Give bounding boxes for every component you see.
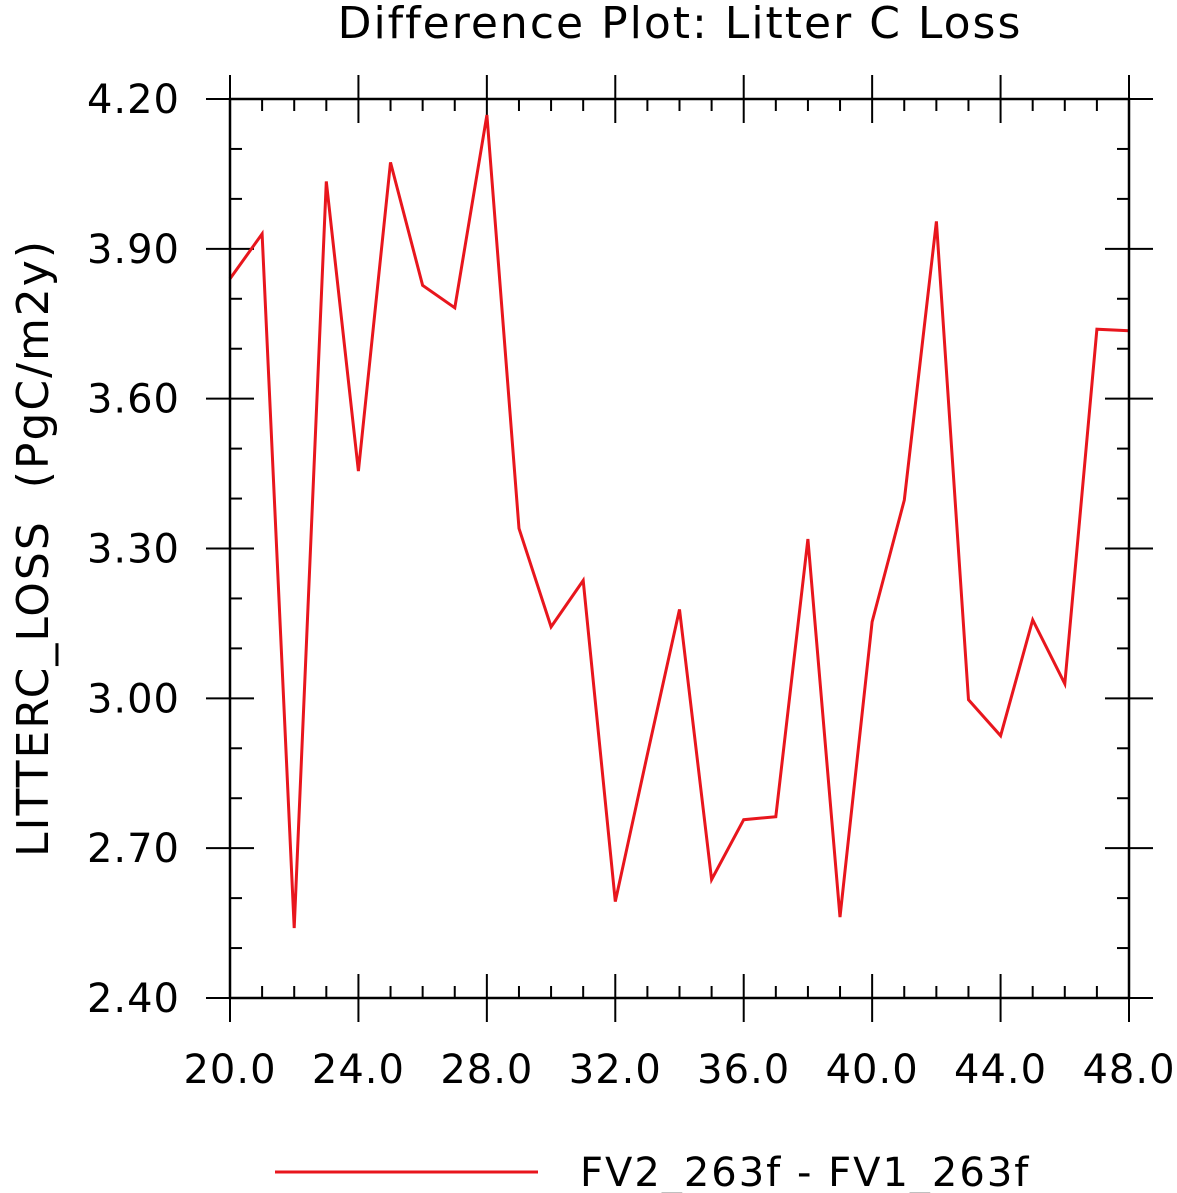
x-tick-label: 28.0 xyxy=(440,1047,533,1093)
y-axis-label: LITTERC_LOSS (PgC/m2y) xyxy=(8,239,59,857)
axis-ticks xyxy=(206,75,1153,1022)
y-tick-label: 3.00 xyxy=(87,676,180,722)
y-tick-label: 2.40 xyxy=(87,976,180,1022)
y-tick-label: 3.60 xyxy=(87,377,180,423)
series-layer xyxy=(228,114,1130,929)
tick-labels: 20.0 24.0 28.0 32.0 36.0 40.0 44.0 48.0 2.40 2.70… xyxy=(87,77,1175,1093)
series-line xyxy=(228,114,1130,929)
x-tick-label: 24.0 xyxy=(312,1047,405,1093)
x-tick-label: 36.0 xyxy=(697,1047,790,1093)
x-tick-label: 32.0 xyxy=(569,1047,662,1093)
x-tick-label: 40.0 xyxy=(826,1047,919,1093)
x-tick-label: 48.0 xyxy=(1082,1047,1175,1093)
y-tick-label: 3.90 xyxy=(87,227,180,273)
y-tick-label: 2.70 xyxy=(87,826,180,872)
x-tick-label: 20.0 xyxy=(183,1047,276,1093)
legend: FV2_263f - FV1_263f xyxy=(275,1150,1030,1193)
x-tick-label: 44.0 xyxy=(954,1047,1047,1093)
y-tick-label: 4.20 xyxy=(87,77,180,123)
chart-title: Difference Plot: Litter C Loss xyxy=(338,0,1023,49)
y-tick-label: 3.30 xyxy=(87,527,180,573)
plot-frame xyxy=(228,97,1131,1000)
legend-label: FV2_263f - FV1_263f xyxy=(580,1150,1030,1193)
